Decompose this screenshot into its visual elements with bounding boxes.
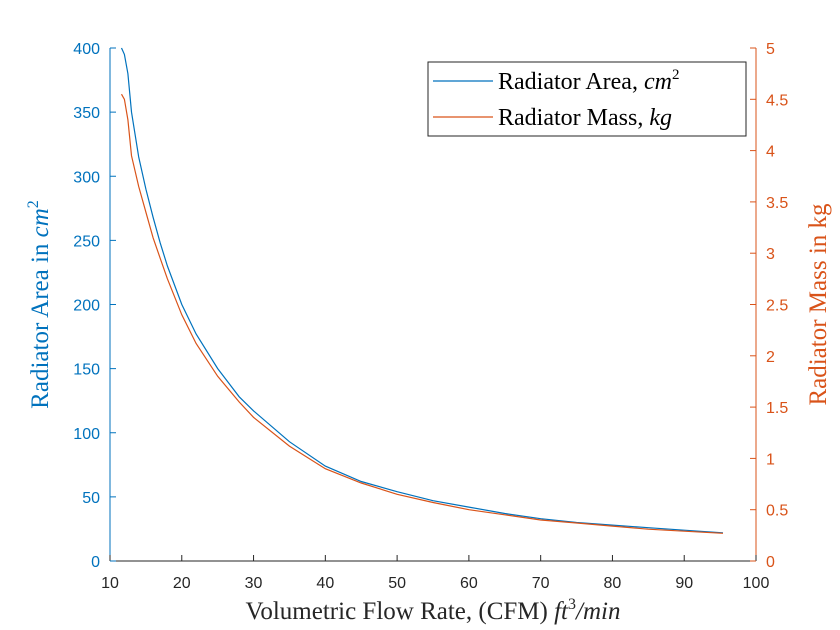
y-left-tick-label: 200 [73,298,100,315]
y-right-tick-label: 2.5 [766,298,788,315]
x-tick-label: 30 [245,575,263,592]
legend-entry: Radiator Mass, kg [498,105,672,131]
legend-box [427,61,747,137]
y-left-axis-label: Radiator Area in cm2 [25,200,54,409]
y-left-tick-label: 250 [73,233,100,250]
x-tick-label: 50 [388,575,406,592]
y-right-tick-label: 0.5 [766,503,788,520]
y-left-tick-label: 350 [73,105,100,122]
y-right-tick-label: 3 [766,246,775,263]
y-right-tick-label: 4.5 [766,92,788,109]
series-line-area [120,47,724,534]
y-right-tick-label: 1.5 [766,400,788,417]
y-left-tick-label: 150 [73,362,100,379]
x-tick-label: 90 [675,575,693,592]
y-right-tick-label: 0 [766,554,775,571]
x-axis-label: Volumetric Flow Rate, (CFM) ft3/min [246,596,621,625]
y-right-tick-label: 4 [766,144,775,161]
legend-entry: Radiator Area, cm2 [498,67,679,95]
x-tick-label: 70 [532,575,550,592]
y-left-tick-label: 100 [73,426,100,443]
y-right-axis-label: Radiator Mass in kg [805,203,832,406]
x-tick-label: 100 [743,575,770,592]
y-left-tick-label: 400 [73,41,100,58]
y-left-tick-label: 0 [91,554,100,571]
y-right-tick-label: 2 [766,349,775,366]
y-right-tick-label: 3.5 [766,195,788,212]
y-left-tick-label: 300 [73,169,100,186]
x-tick-label: 20 [173,575,191,592]
series-line-mass [120,93,724,534]
y-right-tick-label: 1 [766,451,775,468]
x-tick-label: 80 [604,575,622,592]
x-tick-label: 60 [460,575,478,592]
y-right-tick-label: 5 [766,41,775,58]
x-tick-label: 40 [316,575,334,592]
y-left-tick-label: 50 [82,490,100,507]
x-tick-label: 10 [101,575,119,592]
